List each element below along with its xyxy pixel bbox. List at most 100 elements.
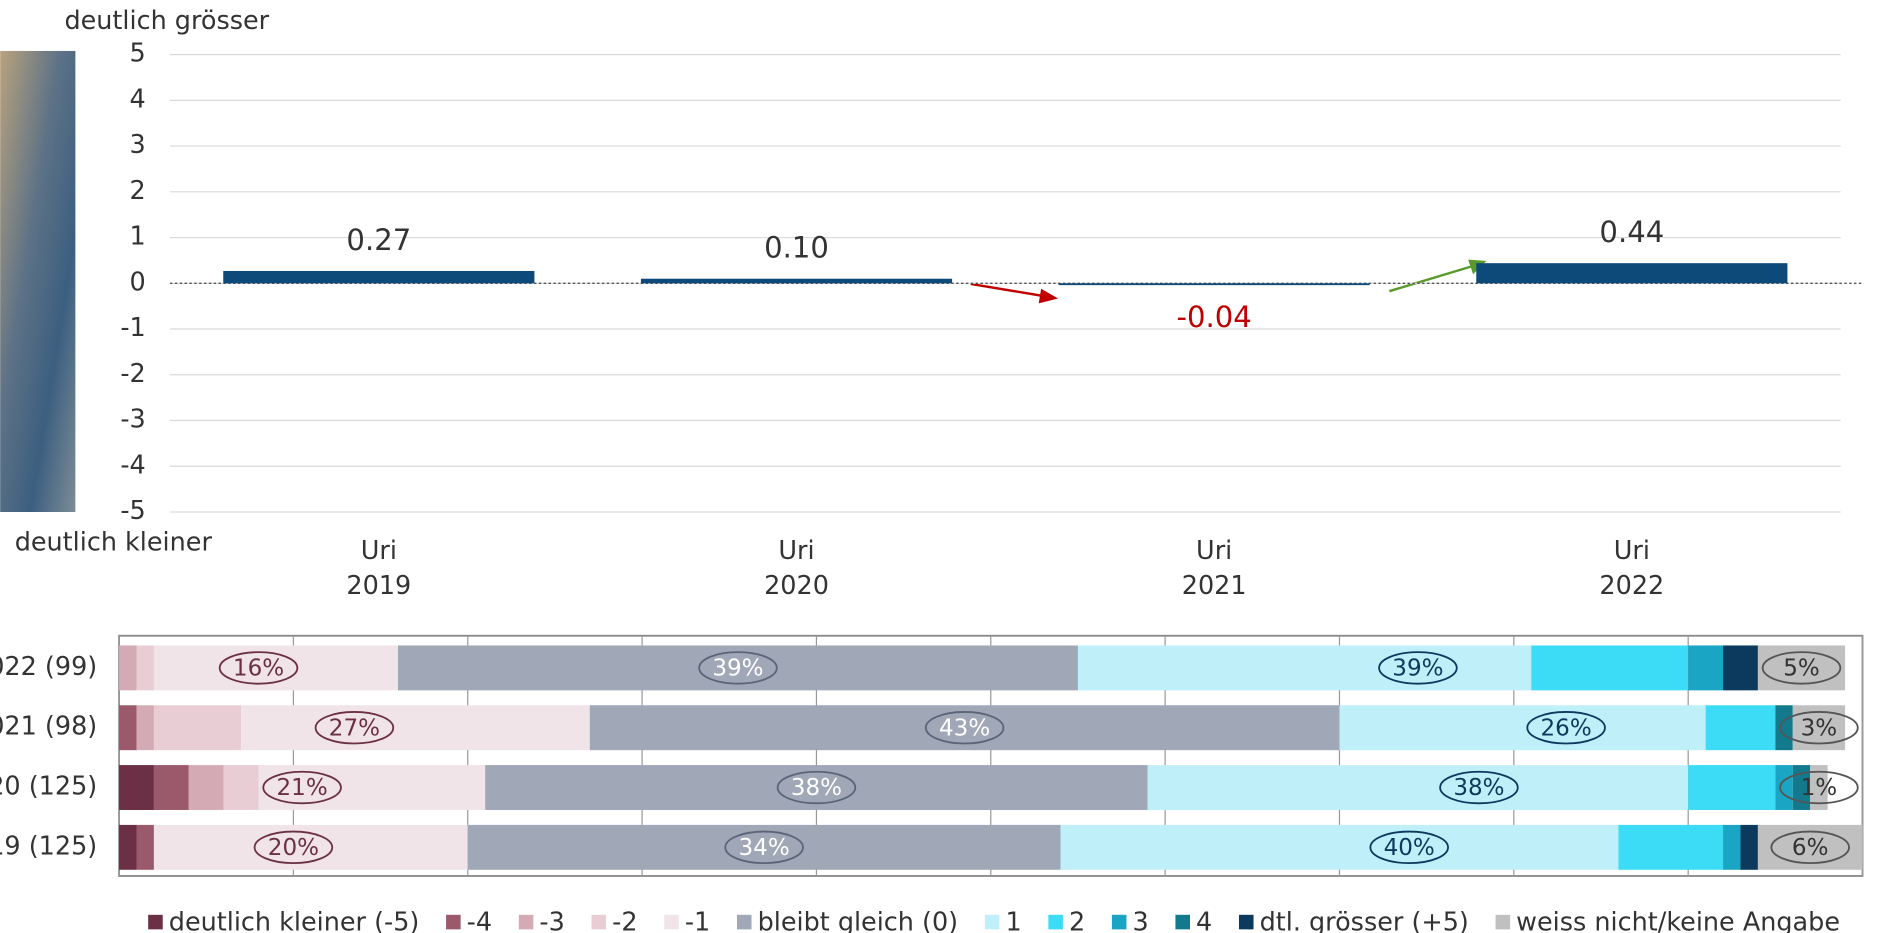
group-total-label: 20%	[268, 835, 319, 861]
legend-label: -1	[685, 907, 710, 933]
group-total-label: 39%	[1392, 656, 1443, 682]
group-total-label: 43%	[939, 715, 990, 741]
legend-label: deutlich kleiner (-5)	[169, 907, 420, 933]
group-total-label: 21%	[277, 775, 328, 801]
legend-swatch	[736, 914, 752, 930]
legend-swatch	[1175, 914, 1190, 930]
bar-segment	[1688, 765, 1776, 810]
bar-segment	[1618, 824, 1724, 870]
bar-segment	[1060, 824, 1619, 870]
group-label-oval	[724, 830, 804, 865]
group-label-oval	[776, 770, 857, 805]
y-tick-label: 2	[130, 176, 146, 206]
group-label-oval	[924, 711, 1005, 745]
group-total-label: 38%	[791, 775, 842, 801]
legend-label: -3	[539, 907, 564, 933]
y-label-bottom: deutlich kleiner	[15, 528, 213, 558]
y-tick-label: 5	[130, 39, 146, 69]
x-tick-label: Uri 2020	[764, 536, 829, 601]
legend-label: 2	[1069, 907, 1085, 933]
bar-segment	[1705, 705, 1776, 751]
bar-segment	[119, 705, 137, 751]
bar-segment	[136, 705, 154, 751]
legend-label: dtl. grösser (+5)	[1260, 907, 1469, 933]
group-label-oval	[1526, 711, 1606, 745]
group-label-oval	[1439, 770, 1519, 805]
value-label: -0.04	[1177, 300, 1252, 334]
y-tick-label: 2021 (98)	[0, 712, 97, 742]
legend-swatch	[984, 914, 1000, 930]
bar	[640, 278, 953, 284]
legend-swatch	[518, 914, 534, 930]
bar-segment	[1077, 645, 1532, 691]
value-label: 0.27	[346, 223, 411, 257]
bar	[223, 270, 535, 284]
group-total-label: 5%	[1783, 656, 1820, 682]
trend-arrow-up	[1388, 263, 1479, 293]
y-tick-label: -4	[120, 450, 145, 480]
bar-segment	[1775, 705, 1793, 751]
group-total-label: 26%	[1541, 715, 1592, 741]
group-label-oval	[1779, 770, 1859, 805]
group-label-oval	[262, 770, 342, 805]
bar-segment	[1688, 645, 1724, 691]
y-tick-label: 019 (125)	[0, 831, 97, 861]
bar-segment	[1775, 765, 1793, 810]
x-tick-label: Uri 2019	[346, 536, 411, 601]
legend-swatch	[148, 914, 163, 930]
x-tick-label: Uri 2022	[1599, 536, 1664, 601]
bar-segment	[188, 765, 224, 810]
bar-segment	[119, 824, 137, 870]
bar	[1058, 283, 1370, 286]
bar	[1476, 263, 1788, 284]
legend-swatch	[446, 914, 461, 930]
arrow-head	[1038, 288, 1059, 304]
group-label-oval	[218, 651, 299, 685]
bar-segment	[1147, 765, 1689, 810]
group-total-label: 3%	[1801, 715, 1838, 741]
y-tick-label: 020 (125)	[0, 772, 97, 802]
trend-arrow-down	[970, 282, 1052, 299]
group-total-label: 27%	[329, 715, 380, 741]
group-label-oval	[1761, 651, 1842, 685]
legend-swatch	[591, 914, 607, 930]
bar-segment	[241, 705, 590, 751]
group-total-label: 39%	[712, 656, 763, 682]
bar-segment	[136, 824, 154, 870]
y-tick-label: -1	[120, 313, 145, 343]
bar-segment	[119, 645, 137, 691]
group-label-oval	[1378, 651, 1458, 685]
bar-segment	[1531, 645, 1689, 691]
y-tick-label: 3	[130, 130, 146, 160]
value-label: 0.44	[1599, 215, 1664, 249]
legend-swatch	[1048, 914, 1063, 930]
bar-segment	[1792, 765, 1811, 810]
group-label-oval	[314, 711, 395, 745]
legend-label: 4	[1196, 907, 1212, 933]
bar-segment	[136, 645, 154, 691]
legend-label: -4	[467, 907, 492, 933]
y-tick-label: 2022 (99)	[0, 652, 97, 682]
legend-swatch	[1495, 914, 1511, 930]
group-label-oval	[1770, 830, 1850, 865]
bar-segment	[1740, 824, 1758, 870]
group-label-oval	[1369, 830, 1449, 865]
bar-segment	[223, 765, 259, 810]
group-total-label: 16%	[233, 656, 284, 682]
bar-segment	[1339, 705, 1706, 751]
y-tick-label: -2	[120, 359, 145, 389]
legend-swatch	[1111, 914, 1127, 930]
y-tick-label: 4	[130, 84, 146, 114]
bar-segment	[119, 765, 154, 810]
group-label-oval	[698, 651, 778, 685]
legend-label: 1	[1005, 907, 1021, 933]
group-label-oval	[253, 830, 334, 865]
legend-swatch	[1238, 914, 1254, 930]
value-label: 0.10	[764, 231, 829, 265]
y-tick-label: -3	[120, 405, 145, 435]
legend-label: -2	[612, 907, 637, 933]
photo	[0, 50, 76, 512]
legend-swatch	[664, 914, 679, 930]
legend-label: weiss nicht/keine Angabe	[1516, 907, 1840, 933]
y-tick-label: -5	[120, 496, 145, 526]
